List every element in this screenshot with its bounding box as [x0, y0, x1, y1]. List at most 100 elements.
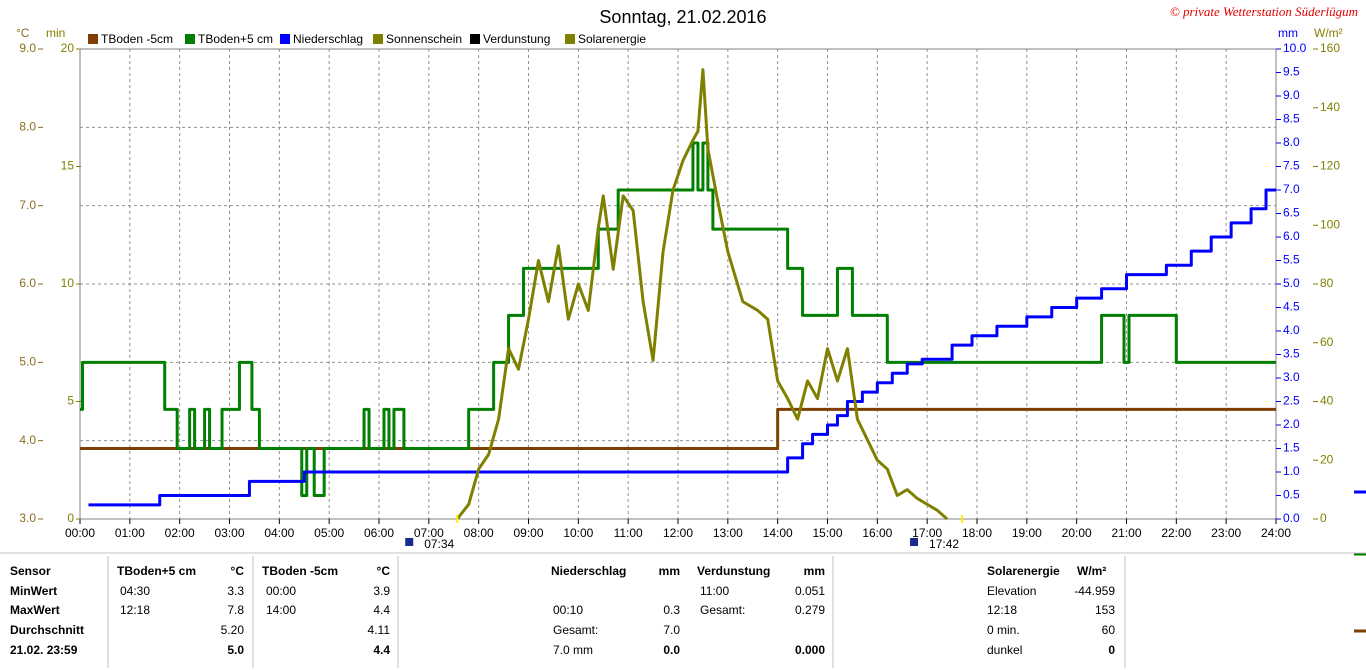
legend-label: TBoden+5 cm — [198, 32, 273, 46]
table-unit: mm — [804, 564, 825, 578]
y-tick-label: 6.0 — [1283, 229, 1300, 243]
plot: 07:34 17:42 — [80, 68, 1276, 551]
table-value: 0.0 — [663, 643, 680, 657]
table-label: MaxWert — [10, 603, 60, 617]
y-tick-label: 1.0 — [1283, 464, 1300, 478]
table-value: 0.279 — [795, 603, 825, 617]
x-tick-label: 07:00 — [414, 526, 444, 540]
x-tick-label: 11:00 — [614, 526, 643, 540]
legend-label: Verdunstung — [483, 32, 550, 46]
table-header: TBoden+5 cm — [117, 564, 196, 578]
y-tick-label: 2.0 — [1283, 417, 1300, 431]
legend-label: TBoden -5cm — [101, 32, 173, 46]
x-tick-label: 04:00 — [264, 526, 294, 540]
series-line — [456, 68, 949, 521]
legend-swatch — [185, 34, 195, 44]
legend-swatch — [470, 34, 480, 44]
table-label: 00:10 — [553, 603, 583, 617]
sun-icon — [910, 538, 919, 546]
legend-swatch — [565, 34, 575, 44]
table-unit: mm — [659, 564, 680, 578]
y-tick-label: 4.0 — [1283, 323, 1300, 337]
table-label: Gesamt: — [553, 623, 598, 637]
y-tick-label: 10.0 — [1283, 41, 1307, 55]
y-tick-label: 0.0 — [1283, 511, 1300, 525]
y-tick-label: 100 — [1320, 217, 1340, 231]
table-value: 0 — [1108, 643, 1115, 657]
y-tick-label: 9.0 — [19, 41, 36, 55]
table-label: Durchschnitt — [10, 623, 84, 637]
table-header: Niederschlag — [551, 564, 626, 578]
legend-label: Solarenergie — [578, 32, 646, 46]
sun-icon — [405, 538, 414, 546]
x-tick-label: 12:00 — [663, 526, 693, 540]
x-tick-label: 03:00 — [214, 526, 244, 540]
legend-swatch — [373, 34, 383, 44]
x-tick-label: 13:00 — [713, 526, 743, 540]
series-line — [88, 188, 1276, 507]
table-value: 153 — [1095, 603, 1115, 617]
x-tick-label: 06:00 — [364, 526, 394, 540]
y-tick-label: 3.0 — [19, 511, 36, 525]
sun-time: 17:42 — [929, 537, 959, 551]
x-tick-label: 16:00 — [862, 526, 892, 540]
table-label: 21.02. 23:59 — [10, 643, 78, 657]
series-line — [80, 141, 1276, 497]
table-value: 7.8 — [227, 603, 244, 617]
table-header: TBoden -5cm — [262, 564, 338, 578]
x-tick-label: 05:00 — [314, 526, 344, 540]
y-tick-label: 7.0 — [1283, 182, 1300, 196]
table-value: 5.0 — [227, 643, 244, 657]
y-tick-label: 4.5 — [1283, 300, 1300, 314]
legend-swatch — [280, 34, 290, 44]
x-tick-label: 24:00 — [1261, 526, 1291, 540]
y-tick-label: 140 — [1320, 100, 1340, 114]
y-tick-label: 40 — [1320, 394, 1334, 408]
y-tick-label: 6.0 — [19, 276, 36, 290]
x-tick-label: 23:00 — [1211, 526, 1241, 540]
grid: 00:00 01:00 02:00 03:00 04:00 05:00 06:00 07:00… — [19, 41, 1340, 540]
table-label: 12:18 — [987, 603, 1017, 617]
axis-unit: min — [46, 26, 65, 40]
x-tick-label: 02:00 — [165, 526, 195, 540]
table-label: dunkel — [987, 643, 1022, 657]
table-label: 00:00 — [266, 584, 296, 598]
x-tick-label: 18:00 — [962, 526, 992, 540]
x-tick-label: 15:00 — [812, 526, 842, 540]
y-tick-label: 1.5 — [1283, 441, 1300, 455]
axis-unit: mm — [1278, 26, 1298, 40]
y-tick-label: 5.5 — [1283, 253, 1300, 267]
y-tick-label: 5 — [67, 394, 74, 408]
y-tick-label: 8.0 — [1283, 135, 1300, 149]
table-label: 04:30 — [120, 584, 150, 598]
table-value: 0.051 — [795, 584, 825, 598]
credit: © private Wetterstation Süderlügum — [1170, 4, 1358, 19]
sun-time: 07:34 — [424, 537, 454, 551]
y-tick-label: 80 — [1320, 276, 1334, 290]
y-tick-label: 8.5 — [1283, 112, 1300, 126]
table-value: 4.4 — [373, 643, 390, 657]
x-tick-label: 10:00 — [563, 526, 593, 540]
table-unit: W/m² — [1077, 564, 1106, 578]
table-unit: °C — [231, 564, 245, 578]
chart-title: Sonntag, 21.02.2016 — [599, 7, 766, 27]
table-value: 60 — [1102, 623, 1116, 637]
x-tick-label: 14:00 — [763, 526, 793, 540]
y-tick-label: 4.0 — [19, 433, 36, 447]
table-label: 14:00 — [266, 603, 296, 617]
y-tick-label: 0.5 — [1283, 488, 1300, 502]
table-value: -44.959 — [1074, 584, 1115, 598]
y-tick-label: 60 — [1320, 335, 1334, 349]
table-value: 4.11 — [368, 623, 391, 637]
table-unit: °C — [377, 564, 391, 578]
y-tick-label: 7.5 — [1283, 159, 1300, 173]
y-tick-label: 8.0 — [19, 120, 36, 134]
x-tick-label: 21:00 — [1111, 526, 1141, 540]
y-tick-label: 3.5 — [1283, 347, 1300, 361]
table-label: 12:18 — [120, 603, 150, 617]
table-value: 5.20 — [221, 623, 245, 637]
table-value: 0.000 — [795, 643, 825, 657]
x-tick-label: 17:00 — [912, 526, 942, 540]
